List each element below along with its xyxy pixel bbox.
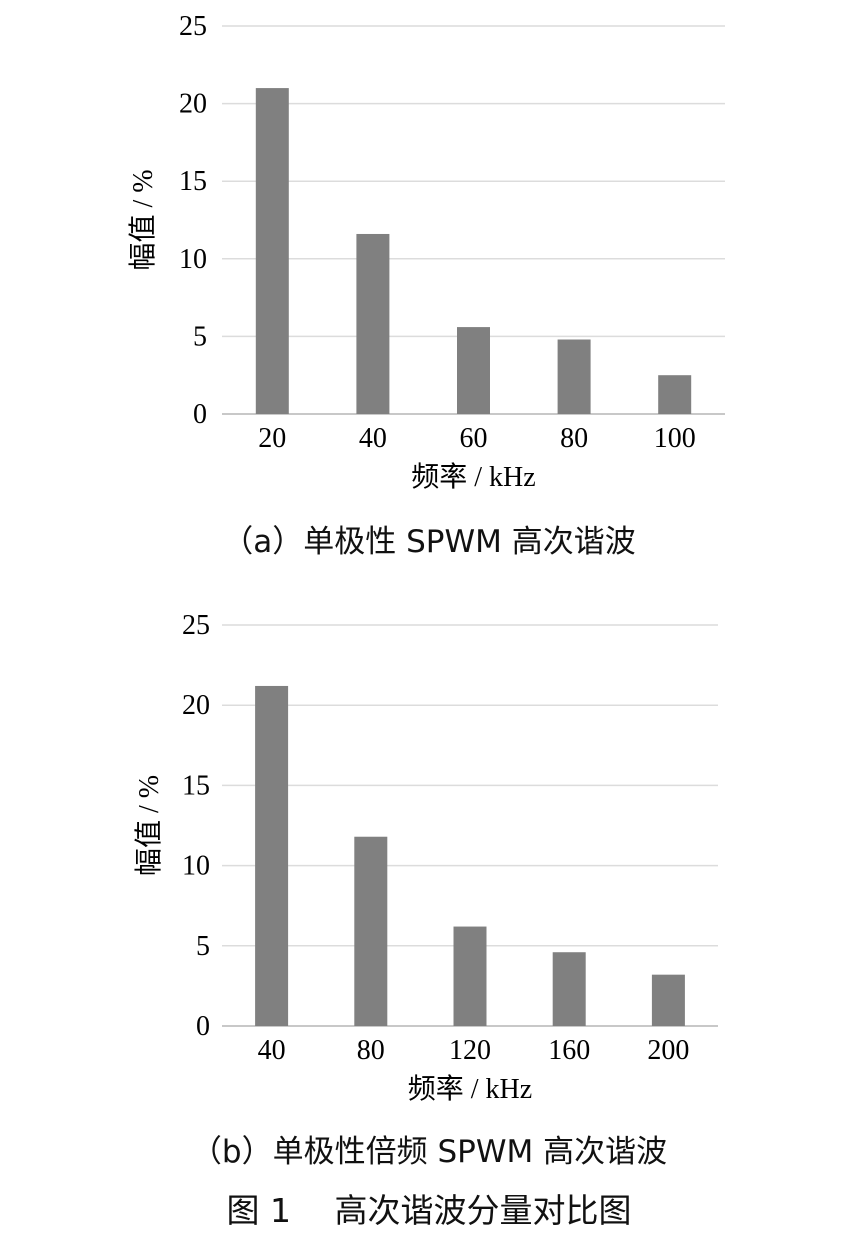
y-axis-title: 幅值 / %	[133, 775, 165, 876]
chart-a-caption: （a）单极性 SPWM 高次谐波	[222, 524, 636, 560]
y-tick-label: 5	[193, 321, 207, 352]
bar	[356, 233, 390, 414]
x-tick-label: 120	[449, 1035, 491, 1066]
x-tick-label: 160	[548, 1035, 590, 1066]
y-tick-label: 15	[182, 770, 210, 801]
y-tick-label: 15	[179, 166, 207, 197]
bar	[255, 685, 289, 1026]
x-tick-label: 100	[654, 423, 696, 454]
x-axis-title: 频率 / kHz	[411, 461, 535, 493]
x-tick-label: 80	[560, 423, 588, 454]
bar	[453, 926, 487, 1026]
chart-b: 0 5 10 15 20 25 40 80 120 160 200 频率 / kHz 幅值 / %	[133, 610, 718, 1105]
x-tick-label: 40	[258, 1035, 286, 1066]
y-tick-label: 20	[182, 690, 210, 721]
x-tick-label: 200	[647, 1035, 689, 1066]
y-tick-label: 25	[182, 610, 210, 641]
bar	[457, 327, 490, 414]
figure-title: 图 1 高次谐波分量对比图	[226, 1191, 632, 1230]
y-tick-label: 20	[179, 89, 207, 120]
y-tick-label: 10	[182, 851, 210, 882]
bar	[552, 952, 586, 1026]
x-tick-label: 60	[460, 423, 488, 454]
chart-b-caption: （b）单极性倍频 SPWM 高次谐波	[190, 1134, 668, 1170]
bar	[255, 88, 289, 414]
bar	[557, 339, 591, 414]
x-axis-title: 频率 / kHz	[408, 1073, 532, 1105]
x-tick-label: 20	[258, 423, 286, 454]
x-tick-label: 40	[359, 423, 387, 454]
chart-a: 0 5 10 15 20 25 20 40 60 80 100 频率 / kHz 幅值 / %	[127, 11, 725, 493]
y-tick-label: 0	[196, 1011, 210, 1042]
y-tick-label: 10	[179, 244, 207, 275]
y-tick-label: 0	[193, 399, 207, 430]
bar	[354, 836, 388, 1026]
y-tick-label: 5	[196, 931, 210, 962]
y-axis-title: 幅值 / %	[127, 169, 159, 270]
bar	[658, 375, 692, 414]
x-tick-label: 80	[357, 1035, 385, 1066]
bar	[651, 974, 685, 1026]
y-tick-label: 25	[179, 11, 207, 42]
